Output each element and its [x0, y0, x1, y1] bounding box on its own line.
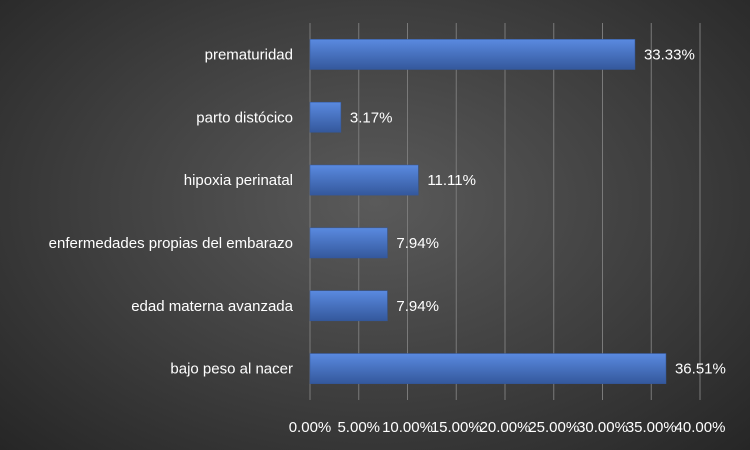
bar: [309, 227, 388, 259]
data-label: 36.51%: [675, 361, 726, 378]
bar: [309, 101, 342, 133]
data-label: 11.11%: [427, 172, 476, 189]
data-label: 7.94%: [396, 298, 439, 315]
x-tick-label: 5.00%: [337, 419, 380, 436]
bar: [309, 290, 388, 322]
x-tick-label: 15.00%: [431, 419, 482, 436]
category-label: parto distócico: [196, 109, 293, 126]
data-label: 7.94%: [396, 235, 439, 252]
x-tick-label: 10.00%: [382, 419, 433, 436]
x-tick-label: 20.00%: [480, 419, 531, 436]
bar: [309, 39, 636, 70]
x-tick-label: 25.00%: [528, 419, 579, 436]
x-tick-label: 40.00%: [675, 419, 726, 436]
x-tick-label: 35.00%: [626, 419, 677, 436]
category-label: bajo peso al nacer: [170, 361, 293, 378]
bar: [309, 164, 419, 196]
bar: [309, 353, 667, 384]
data-label: 3.17%: [350, 109, 393, 126]
category-label: enfermedades propias del embarazo: [49, 235, 293, 252]
gridlines: [309, 23, 701, 400]
labels: 0.00% 5.00% 10.00%15.00%20.00%25.00%30.00%…: [49, 46, 726, 436]
x-tick-label: 30.00%: [577, 419, 628, 436]
bars: [309, 39, 667, 384]
x-tick-label: 0.00%: [289, 419, 332, 436]
category-label: hipoxia perinatal: [184, 172, 293, 189]
category-label: prematuridad: [205, 46, 293, 63]
data-label: 33.33%: [644, 46, 695, 63]
category-label: edad materna avanzada: [131, 298, 293, 315]
